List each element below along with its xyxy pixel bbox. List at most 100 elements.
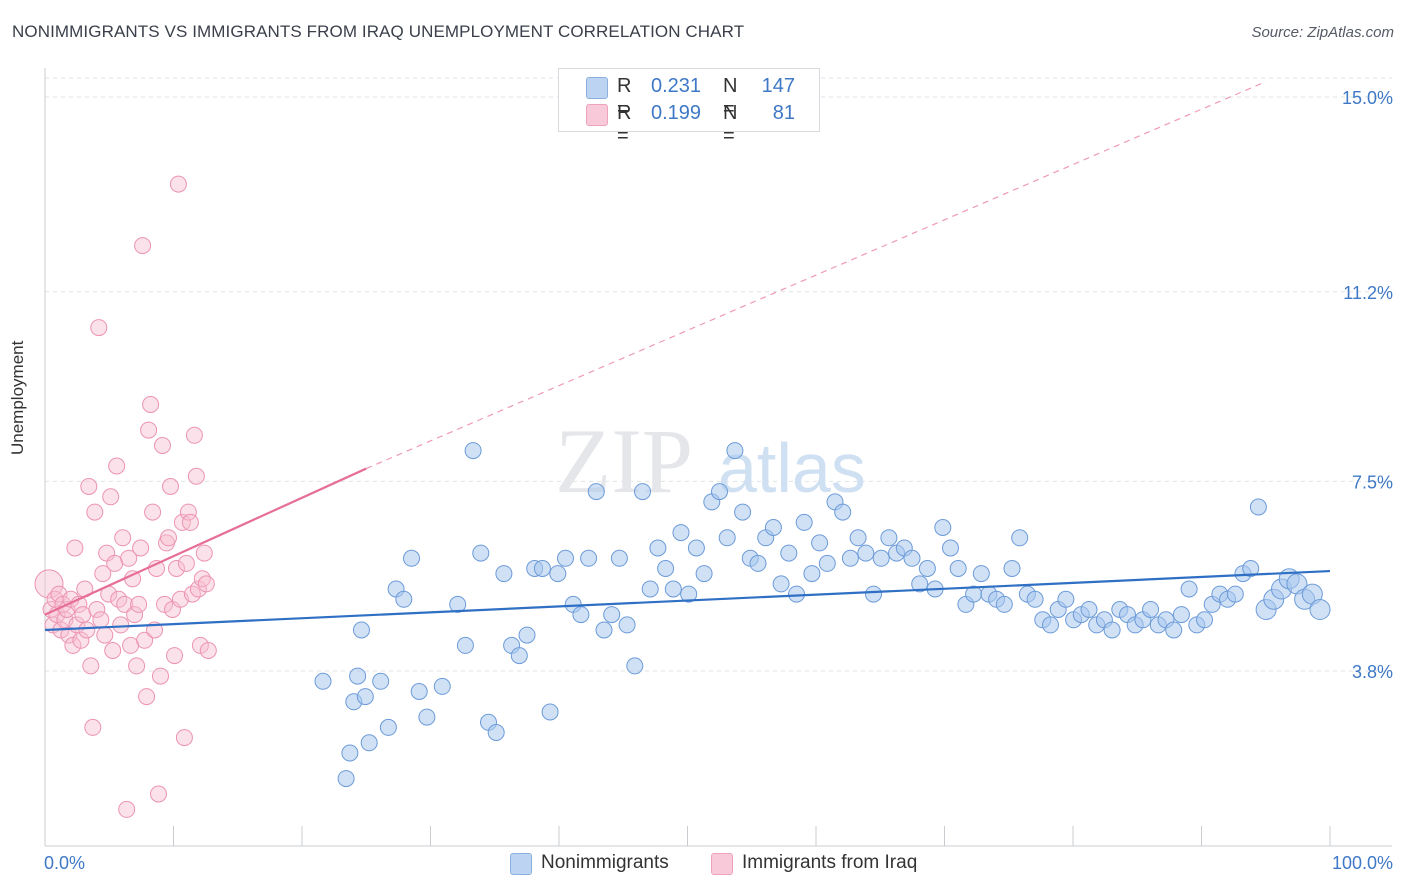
point-nonimmigrants xyxy=(687,539,705,557)
point-nonimmigrants xyxy=(942,539,959,557)
watermark-zip: ZIP xyxy=(555,410,693,512)
point-immigrants-from-iraq xyxy=(126,606,144,624)
point-nonimmigrants xyxy=(580,549,598,567)
point-nonimmigrants xyxy=(395,590,413,608)
point-immigrants-from-iraq xyxy=(150,785,167,803)
point-immigrants-from-iraq xyxy=(84,718,102,736)
point-nonimmigrants xyxy=(410,683,428,700)
legend-n-label: N = xyxy=(723,75,738,120)
point-immigrants-from-iraq xyxy=(86,503,104,521)
x-tick-label: 100.0% xyxy=(1332,853,1393,873)
watermark: ZIP atlas xyxy=(555,410,866,512)
point-nonimmigrants xyxy=(680,585,698,603)
point-nonimmigrants xyxy=(1242,560,1260,577)
chart-title: NONIMMIGRANTS VS IMMIGRANTS FROM IRAQ UN… xyxy=(12,22,745,41)
point-nonimmigrants xyxy=(349,667,367,685)
y-tick-label: 15.0% xyxy=(1342,88,1393,108)
point-nonimmigrants xyxy=(433,677,451,695)
y-axis-label: Unemployment xyxy=(8,340,27,455)
point-nonimmigrants xyxy=(634,483,651,501)
point-immigrants-from-iraq xyxy=(130,595,148,613)
point-nonimmigrants xyxy=(487,724,505,741)
point-immigrants-from-iraq xyxy=(199,642,217,659)
point-immigrants-from-iraq xyxy=(181,513,199,531)
point-nonimmigrants xyxy=(949,560,967,577)
point-immigrants-from-iraq xyxy=(94,565,112,583)
point-nonimmigrants xyxy=(603,606,621,624)
point-nonimmigrants xyxy=(695,565,713,583)
point-immigrants-from-iraq xyxy=(138,688,156,706)
legend-swatch-pink xyxy=(586,104,608,126)
point-nonimmigrants xyxy=(1042,616,1059,634)
point-nonimmigrants xyxy=(1172,606,1190,624)
legend-r-value: 0.199 xyxy=(651,102,702,124)
point-immigrants-from-iraq xyxy=(169,175,187,193)
point-immigrants-from-iraq xyxy=(168,560,185,577)
point-immigrants-from-iraq xyxy=(120,549,138,567)
series-nonimmigrants xyxy=(314,442,1331,788)
point-nonimmigrants xyxy=(1011,529,1029,547)
point-nonimmigrants xyxy=(834,503,852,521)
point-nonimmigrants xyxy=(911,575,929,593)
point-nonimmigrants xyxy=(1249,498,1267,516)
point-immigrants-from-iraq xyxy=(108,457,126,475)
point-immigrants-from-iraq xyxy=(195,544,213,562)
legend-n-value: 147 xyxy=(761,75,795,97)
point-nonimmigrants xyxy=(379,718,397,736)
point-nonimmigrants xyxy=(449,595,467,613)
legend-r-label: R = xyxy=(617,75,632,120)
point-immigrants-from-iraq xyxy=(118,800,136,818)
point-nonimmigrants xyxy=(749,554,767,572)
point-immigrants-from-iraq xyxy=(154,437,171,454)
axes xyxy=(44,68,1392,847)
point-immigrants-from-iraq xyxy=(136,631,154,649)
point-nonimmigrants xyxy=(533,560,551,577)
point-nonimmigrants xyxy=(610,549,628,567)
point-nonimmigrants xyxy=(664,580,682,598)
point-nonimmigrants xyxy=(934,519,952,536)
point-immigrants-from-iraq xyxy=(88,601,106,618)
point-nonimmigrants xyxy=(818,554,836,572)
point-immigrants-from-iraq xyxy=(160,529,177,547)
y-tick-label: 3.8% xyxy=(1352,662,1393,682)
point-immigrants-from-iraq xyxy=(187,467,205,485)
point-nonimmigrants xyxy=(764,519,782,536)
point-immigrants-from-iraq xyxy=(156,595,173,613)
point-nonimmigrants xyxy=(360,734,378,752)
point-nonimmigrants xyxy=(372,672,390,690)
point-immigrants-from-iraq xyxy=(72,631,90,649)
point-immigrants-from-iraq xyxy=(66,539,84,557)
point-nonimmigrants xyxy=(865,585,882,603)
point-nonimmigrants xyxy=(872,549,890,567)
point-nonimmigrants xyxy=(718,529,736,547)
point-nonimmigrants xyxy=(618,616,636,634)
legend-label-iraq: Immigrants from Iraq xyxy=(742,852,918,873)
point-nonimmigrants xyxy=(572,606,590,624)
point-nonimmigrants xyxy=(780,544,798,562)
point-nonimmigrants xyxy=(841,549,859,567)
point-immigrants-from-iraq xyxy=(177,554,195,572)
point-immigrants-from-iraq xyxy=(80,478,98,495)
point-immigrants-from-iraq xyxy=(144,503,162,521)
watermark-atlas: atlas xyxy=(718,429,866,507)
point-immigrants-from-iraq xyxy=(142,396,160,413)
point-immigrants-from-iraq xyxy=(152,667,169,685)
point-immigrants-from-iraq xyxy=(132,539,150,557)
point-nonimmigrants xyxy=(1080,601,1098,618)
point-nonimmigrants xyxy=(557,549,574,567)
point-nonimmigrants xyxy=(1003,560,1021,577)
point-nonimmigrants xyxy=(641,580,659,598)
point-immigrants-from-iraq xyxy=(64,636,82,654)
point-nonimmigrants xyxy=(711,483,728,501)
point-nonimmigrants xyxy=(788,585,805,603)
point-nonimmigrants xyxy=(595,621,613,639)
legend-r-value: 0.231 xyxy=(651,75,702,97)
point-nonimmigrants xyxy=(341,744,359,762)
point-nonimmigrants xyxy=(353,621,370,639)
point-immigrants-from-iraq xyxy=(140,421,158,439)
point-immigrants-from-iraq xyxy=(78,621,96,639)
point-immigrants-from-iraq xyxy=(116,595,134,613)
point-nonimmigrants xyxy=(549,565,567,583)
trend-line-nonimmigrants xyxy=(44,569,1331,632)
legend-n-label: N = xyxy=(723,102,738,147)
